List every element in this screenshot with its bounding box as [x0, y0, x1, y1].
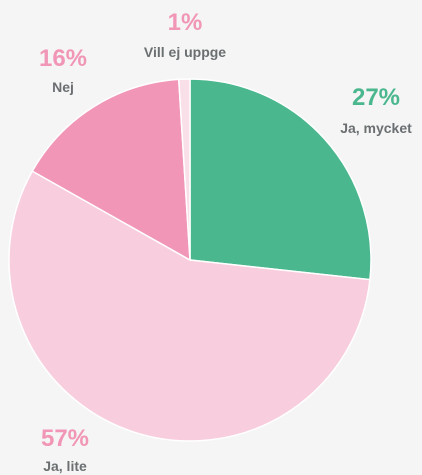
value-label: 1% — [168, 9, 203, 36]
pie-slice — [177, 78, 191, 261]
value-label: 57% — [41, 425, 89, 452]
pie-slice — [189, 78, 372, 281]
value-label: 27% — [352, 84, 400, 111]
pie-slice — [8, 170, 371, 442]
category-label: Ja, lite — [43, 458, 87, 474]
category-label: Ja, mycket — [340, 120, 412, 136]
category-label: Vill ej uppge — [144, 44, 226, 60]
value-label: 16% — [39, 45, 87, 72]
category-label: Nej — [52, 79, 74, 95]
pie-slice — [31, 78, 191, 262]
